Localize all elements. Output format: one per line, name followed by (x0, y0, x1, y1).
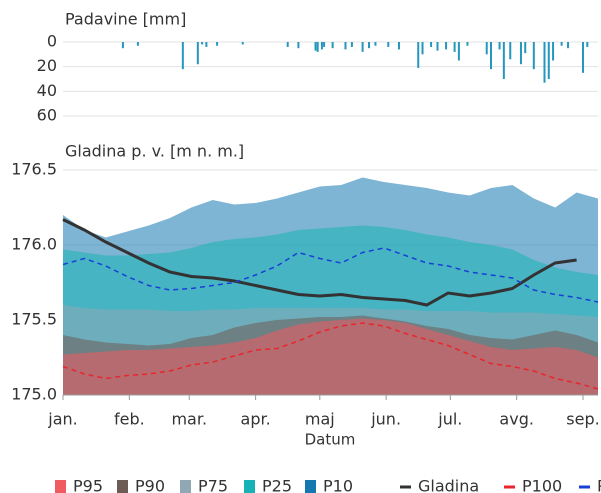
bar (331, 42, 334, 49)
bar (323, 42, 326, 47)
legend-label: P75 (198, 477, 228, 493)
bar (567, 42, 570, 49)
legend-label: P25 (262, 477, 292, 493)
legend-swatch (305, 480, 316, 493)
bar (436, 42, 439, 51)
x-tick-label: apr. (241, 410, 271, 429)
bar (344, 42, 347, 50)
series-line (62, 247, 599, 303)
x-tick-label: maj (305, 410, 335, 429)
x-tick-label: mar. (171, 410, 207, 429)
bar (136, 42, 139, 46)
legend-label: P (597, 477, 601, 493)
bar (286, 42, 289, 47)
x-tick-label: jun. (370, 410, 401, 429)
bar (586, 42, 589, 47)
bar (397, 42, 400, 50)
x-tick-label: jan. (47, 410, 77, 429)
bar (502, 42, 505, 79)
bar (457, 42, 460, 61)
x-tick-label: jul. (437, 410, 462, 429)
bar (314, 42, 317, 51)
bar (453, 42, 456, 52)
bar (490, 42, 492, 70)
bar (430, 42, 433, 47)
bar (316, 42, 319, 52)
legend-swatch (180, 480, 191, 493)
bar (181, 42, 184, 70)
bar (417, 42, 420, 68)
bar (350, 42, 353, 47)
bar (582, 42, 585, 73)
bar (387, 42, 390, 47)
legend-label: P10 (323, 477, 353, 493)
bar (297, 42, 300, 49)
y-tick-label: 175.0 (11, 385, 57, 404)
series-line (62, 322, 599, 390)
bar (519, 42, 522, 65)
x-axis-label: Datum (305, 431, 356, 449)
legend-label: P100 (522, 477, 562, 493)
y-tick-label: 60 (37, 106, 57, 125)
x-tick-label: sep. (566, 410, 599, 429)
bar (547, 42, 550, 79)
bar (241, 42, 244, 45)
bar (466, 42, 469, 46)
y-tick-label: 175.5 (11, 310, 57, 329)
bar (205, 42, 208, 47)
bar (498, 42, 501, 50)
y-tick-label: 0 (47, 32, 57, 51)
band-area (63, 318, 598, 395)
series-line (62, 218, 577, 307)
bar (445, 42, 448, 50)
bar (524, 42, 527, 54)
bar (543, 42, 546, 83)
y-tick-label: 40 (37, 81, 57, 100)
chart-title: Gladina p. v. [m n. m.] (65, 142, 244, 161)
x-tick-label: avg. (499, 410, 534, 429)
bar (485, 42, 488, 55)
bar (532, 42, 535, 70)
bar (374, 42, 377, 46)
bar (560, 42, 563, 46)
bar (368, 42, 371, 49)
bar (121, 42, 124, 49)
y-tick-label: 176.5 (11, 160, 57, 179)
legend-label: Gladina (418, 477, 479, 493)
legend-swatch (117, 480, 128, 493)
y-tick-label: 20 (37, 56, 57, 75)
bar (196, 42, 199, 65)
chart-title: Padavine [mm] (65, 10, 186, 29)
bar (320, 42, 323, 50)
bar (552, 42, 555, 61)
y-tick-label: 176.0 (11, 235, 57, 254)
bar (509, 42, 512, 60)
legend-label: P90 (135, 477, 165, 493)
x-tick-label: feb. (114, 410, 145, 429)
bar (201, 42, 204, 45)
bar (216, 42, 219, 46)
legend-label: P95 (73, 477, 103, 493)
bar (421, 42, 424, 55)
legend-swatch (244, 480, 255, 493)
bar (361, 42, 364, 52)
legend-swatch (55, 480, 66, 493)
